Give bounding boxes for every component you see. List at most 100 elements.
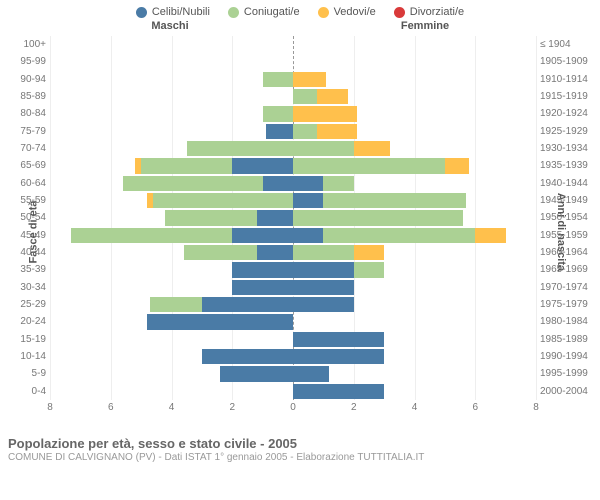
age-label: 75-79 bbox=[12, 123, 46, 140]
legend-label: Vedovi/e bbox=[334, 6, 376, 18]
bar-segment bbox=[147, 314, 293, 329]
x-tick: 4 bbox=[412, 402, 418, 413]
bar-segment bbox=[293, 228, 323, 243]
bar-segment bbox=[202, 349, 293, 364]
bar-female bbox=[293, 245, 536, 260]
bar-segment bbox=[293, 349, 384, 364]
birth-label: 1975-1979 bbox=[540, 296, 598, 313]
bar-female bbox=[293, 349, 536, 364]
bar-male bbox=[50, 366, 293, 381]
bar-segment bbox=[232, 228, 293, 243]
age-row: 5-91995-1999 bbox=[50, 365, 536, 382]
birth-label: 1955-1959 bbox=[540, 227, 598, 244]
bar-segment bbox=[263, 106, 293, 121]
bar-segment bbox=[232, 158, 293, 173]
age-row: 25-291975-1979 bbox=[50, 296, 536, 313]
bar-male bbox=[50, 141, 293, 156]
bar-segment bbox=[293, 72, 326, 87]
birth-label: 1960-1964 bbox=[540, 244, 598, 261]
bar-segment bbox=[293, 106, 357, 121]
bar-segment bbox=[263, 72, 293, 87]
bar-female bbox=[293, 106, 536, 121]
footer-title: Popolazione per età, sesso e stato civil… bbox=[8, 436, 592, 451]
bar-segment bbox=[232, 280, 293, 295]
legend-swatch bbox=[318, 7, 329, 18]
age-label: 60-64 bbox=[12, 175, 46, 192]
bar-segment bbox=[293, 158, 445, 173]
bar-female bbox=[293, 210, 536, 225]
bar-segment bbox=[165, 210, 256, 225]
bar-segment bbox=[475, 228, 505, 243]
bar-segment bbox=[293, 89, 317, 104]
bar-female bbox=[293, 314, 536, 329]
header-male: Maschi bbox=[0, 20, 300, 32]
bar-segment bbox=[323, 193, 466, 208]
legend-item: Celibi/Nubili bbox=[136, 6, 210, 18]
bar-segment bbox=[293, 332, 384, 347]
chart-area: Fasce di età Anni di nascita 100+≤ 19049… bbox=[0, 32, 600, 432]
age-label: 25-29 bbox=[12, 296, 46, 313]
birth-label: 1940-1944 bbox=[540, 175, 598, 192]
legend-swatch bbox=[228, 7, 239, 18]
birth-label: 1995-1999 bbox=[540, 365, 598, 382]
bar-male bbox=[50, 262, 293, 277]
bar-segment bbox=[232, 262, 293, 277]
bar-male bbox=[50, 124, 293, 139]
birth-label: 1920-1924 bbox=[540, 105, 598, 122]
x-tick: 2 bbox=[229, 402, 235, 413]
x-tick: 8 bbox=[47, 402, 53, 413]
bar-male bbox=[50, 72, 293, 87]
bar-segment bbox=[293, 124, 317, 139]
plot: 100+≤ 190495-991905-190990-941910-191485… bbox=[50, 36, 536, 400]
bar-female bbox=[293, 89, 536, 104]
bar-segment bbox=[141, 158, 232, 173]
bar-segment bbox=[293, 384, 384, 399]
age-label: 65-69 bbox=[12, 157, 46, 174]
bar-segment bbox=[123, 176, 263, 191]
bar-segment bbox=[317, 89, 347, 104]
x-tick: 2 bbox=[351, 402, 357, 413]
bar-male bbox=[50, 332, 293, 347]
bar-female bbox=[293, 124, 536, 139]
header-female: Femmine bbox=[300, 20, 600, 32]
age-row: 15-191985-1989 bbox=[50, 331, 536, 348]
bar-segment bbox=[150, 297, 202, 312]
birth-label: 1905-1909 bbox=[540, 53, 598, 70]
age-row: 90-941910-1914 bbox=[50, 71, 536, 88]
bar-segment bbox=[184, 245, 257, 260]
bar-male bbox=[50, 228, 293, 243]
x-tick: 4 bbox=[169, 402, 175, 413]
bar-female bbox=[293, 262, 536, 277]
age-row: 40-441960-1964 bbox=[50, 244, 536, 261]
age-label: 20-24 bbox=[12, 313, 46, 330]
age-label: 100+ bbox=[12, 36, 46, 53]
chart-footer: Popolazione per età, sesso e stato civil… bbox=[0, 432, 600, 463]
bar-segment bbox=[293, 210, 463, 225]
age-label: 40-44 bbox=[12, 244, 46, 261]
birth-label: 1910-1914 bbox=[540, 71, 598, 88]
bar-segment bbox=[293, 280, 354, 295]
bar-segment bbox=[220, 366, 293, 381]
legend: Celibi/Nubili Coniugati/e Vedovi/e Divorzia… bbox=[0, 0, 600, 20]
bar-segment bbox=[263, 176, 293, 191]
age-label: 5-9 bbox=[12, 365, 46, 382]
bar-female bbox=[293, 176, 536, 191]
age-row: 100+≤ 1904 bbox=[50, 36, 536, 53]
legend-item: Coniugati/e bbox=[228, 6, 300, 18]
age-row: 75-791925-1929 bbox=[50, 123, 536, 140]
legend-item: Divorziati/e bbox=[394, 6, 464, 18]
bar-segment bbox=[187, 141, 293, 156]
birth-label: 1965-1969 bbox=[540, 261, 598, 278]
birth-label: 1985-1989 bbox=[540, 331, 598, 348]
age-label: 0-4 bbox=[12, 383, 46, 400]
bar-female bbox=[293, 193, 536, 208]
legend-label: Divorziati/e bbox=[410, 6, 464, 18]
bar-segment bbox=[257, 245, 293, 260]
bar-female bbox=[293, 228, 536, 243]
bar-segment bbox=[153, 193, 293, 208]
bar-male bbox=[50, 158, 293, 173]
bar-segment bbox=[293, 193, 323, 208]
bar-segment bbox=[323, 176, 353, 191]
x-tick: 0 bbox=[290, 402, 296, 413]
birth-label: 1950-1954 bbox=[540, 209, 598, 226]
